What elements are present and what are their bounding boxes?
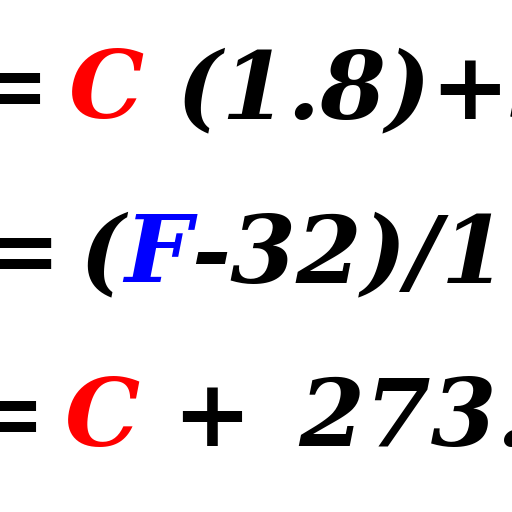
Text: = (: = ( xyxy=(0,211,124,301)
Text: + 273.15: + 273.15 xyxy=(140,375,512,465)
Text: C: C xyxy=(69,47,144,137)
Text: =: = xyxy=(0,47,69,137)
Text: F: F xyxy=(124,211,191,301)
Text: C: C xyxy=(65,375,140,465)
Text: =: = xyxy=(0,375,65,465)
Text: -32)/1.8: -32)/1.8 xyxy=(191,211,512,301)
Text: (1.8)+32: (1.8)+32 xyxy=(144,47,512,137)
